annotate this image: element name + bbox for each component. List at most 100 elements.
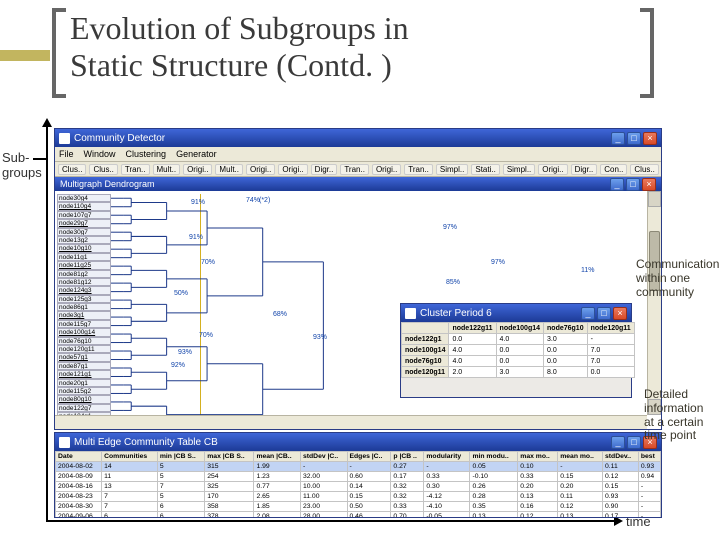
table-row[interactable]: node100g144.00.00.07.0: [402, 345, 635, 356]
col-header[interactable]: min modu..: [470, 452, 518, 462]
y-tick: [33, 158, 46, 160]
panel-max-button[interactable]: □: [626, 178, 640, 191]
node-label[interactable]: node110g4: [57, 202, 111, 210]
scrollbar-vertical[interactable]: [647, 191, 661, 415]
node-label[interactable]: node86g1: [57, 303, 111, 311]
toolbar-btn-16[interactable]: Digr..: [571, 164, 598, 175]
toolbar-btn-13[interactable]: Stati..: [471, 164, 499, 175]
node-label[interactable]: node81g2: [57, 270, 111, 278]
maximize-button[interactable]: □: [627, 132, 641, 145]
node-label[interactable]: node29g7: [57, 219, 111, 227]
table-row[interactable]: node122g10.04.03.0-: [402, 334, 635, 345]
toolbar-btn-7[interactable]: Origi..: [278, 164, 307, 175]
close-button[interactable]: ×: [643, 132, 657, 145]
toolbar-btn-12[interactable]: Simpl..: [436, 164, 468, 175]
close-button[interactable]: ×: [613, 307, 627, 320]
table-titlebar[interactable]: Multi Edge Community Table CB _ □ ×: [55, 433, 661, 451]
node-label[interactable]: node76g10: [57, 337, 111, 345]
table-row[interactable]: 2004-08-30763581.8523.000.500.33-4.100.3…: [56, 502, 661, 512]
titlebar[interactable]: Community Detector _ □ ×: [55, 129, 661, 147]
similarity-label: 97%: [491, 259, 505, 266]
node-label[interactable]: node122g7: [57, 404, 111, 412]
toolbar-btn-5[interactable]: Mult..: [215, 164, 243, 175]
table-row[interactable]: 2004-08-23751702.6511.000.150.32-4.120.2…: [56, 492, 661, 502]
table-row[interactable]: 2004-09-06663782.0828.000.460.70-0.050.1…: [56, 512, 661, 518]
col-header[interactable]: best: [638, 452, 660, 462]
menu-generator[interactable]: Generator: [176, 149, 217, 159]
menu-clustering[interactable]: Clustering: [126, 149, 167, 159]
col-header[interactable]: node76g10: [544, 323, 588, 334]
col-header[interactable]: max mo..: [518, 452, 558, 462]
maximize-button[interactable]: □: [597, 307, 611, 320]
col-header[interactable]: stdDev..: [603, 452, 639, 462]
node-label[interactable]: node120g11: [57, 345, 111, 353]
toolbar-btn-3[interactable]: Mult..: [153, 164, 181, 175]
table-row[interactable]: 2004-08-091152541.2332.000.600.170.33-0.…: [56, 472, 661, 482]
node-label[interactable]: node57g1: [57, 353, 111, 361]
node-label[interactable]: node125g3: [57, 295, 111, 303]
node-label[interactable]: node81g12: [57, 278, 111, 286]
col-header[interactable]: node120g11: [587, 323, 634, 334]
table-row[interactable]: 2004-08-021453151.99--0.27-0.050.10-0.11…: [56, 462, 661, 472]
toolbar-btn-15[interactable]: Origi..: [538, 164, 567, 175]
toolbar-btn-10[interactable]: Origi..: [372, 164, 401, 175]
panel-close-button[interactable]: ×: [642, 178, 656, 191]
minimize-button[interactable]: _: [611, 132, 625, 145]
col-header[interactable]: mean |CB..: [254, 452, 301, 462]
toolbar-btn-17[interactable]: Con..: [600, 164, 627, 175]
table-row[interactable]: node120g112.03.08.00.0: [402, 367, 635, 378]
node-label[interactable]: node11g25: [57, 261, 111, 269]
panel-min-button[interactable]: _: [610, 178, 624, 191]
node-label[interactable]: node121g1: [57, 370, 111, 378]
node-label[interactable]: node124g3: [57, 286, 111, 294]
node-label[interactable]: node3g1: [57, 311, 111, 319]
table-row[interactable]: 2004-08-161373250.7710.000.140.320.300.2…: [56, 482, 661, 492]
node-label[interactable]: node30g7: [57, 228, 111, 236]
scrollbar-horizontal[interactable]: [55, 415, 647, 429]
toolbar-btn-18[interactable]: Clus..: [630, 164, 658, 175]
minimize-button[interactable]: _: [611, 436, 625, 449]
toolbar-btn-0[interactable]: Clus..: [58, 164, 86, 175]
node-label[interactable]: node80g10: [57, 395, 111, 403]
col-header[interactable]: node100g14: [496, 323, 543, 334]
col-header[interactable]: stdDev |C..: [300, 452, 347, 462]
minimize-button[interactable]: _: [581, 307, 595, 320]
cluster-matrix-table[interactable]: node122g11node100g14node76g10node120g11n…: [401, 322, 635, 378]
toolbar-btn-11[interactable]: Tran..: [404, 164, 433, 175]
node-label[interactable]: node107g7: [57, 211, 111, 219]
toolbar-btn-2[interactable]: Tran..: [121, 164, 150, 175]
col-header[interactable]: max |CB S..: [205, 452, 254, 462]
node-label[interactable]: node20g1: [57, 379, 111, 387]
node-label[interactable]: node87g1: [57, 362, 111, 370]
node-label[interactable]: node115g2: [57, 387, 111, 395]
community-data-table[interactable]: DateCommunitiesmin |CB S..max |CB S..mea…: [55, 451, 661, 517]
toolbar-btn-1[interactable]: Clus..: [89, 164, 117, 175]
col-header[interactable]: Communities: [102, 452, 158, 462]
node-label[interactable]: node13g2: [57, 236, 111, 244]
col-header[interactable]: [402, 323, 449, 334]
col-header[interactable]: node122g11: [449, 323, 496, 334]
toolbar-btn-6[interactable]: Origi..: [246, 164, 275, 175]
maximize-button[interactable]: □: [627, 436, 641, 449]
col-header[interactable]: p |CB ..: [391, 452, 424, 462]
col-header[interactable]: Date: [56, 452, 102, 462]
node-label[interactable]: node10g10: [57, 244, 111, 252]
node-label[interactable]: node11g1: [57, 253, 111, 261]
node-label[interactable]: node30g4: [57, 194, 111, 202]
toolbar-btn-14[interactable]: Simpl..: [503, 164, 535, 175]
toolbar-btn-4[interactable]: Origi..: [183, 164, 212, 175]
col-header[interactable]: min |CB S..: [157, 452, 204, 462]
menu-window[interactable]: Window: [84, 149, 116, 159]
table-row[interactable]: node76g104.00.00.07.0: [402, 356, 635, 367]
node-label[interactable]: node100g14: [57, 328, 111, 336]
col-header[interactable]: Edges |C..: [347, 452, 391, 462]
menu-file[interactable]: File: [59, 149, 74, 159]
similarity-label: 70%: [201, 259, 215, 266]
dendrogram-titlebar[interactable]: Multigraph Dendrogram _ □ ×: [55, 177, 661, 191]
node-label[interactable]: node115g7: [57, 320, 111, 328]
toolbar-btn-8[interactable]: Digr..: [311, 164, 338, 175]
col-header[interactable]: mean mo..: [558, 452, 603, 462]
cluster-titlebar[interactable]: Cluster Period 6 _ □ ×: [401, 304, 631, 322]
toolbar-btn-9[interactable]: Tran..: [340, 164, 369, 175]
col-header[interactable]: modularity: [424, 452, 470, 462]
